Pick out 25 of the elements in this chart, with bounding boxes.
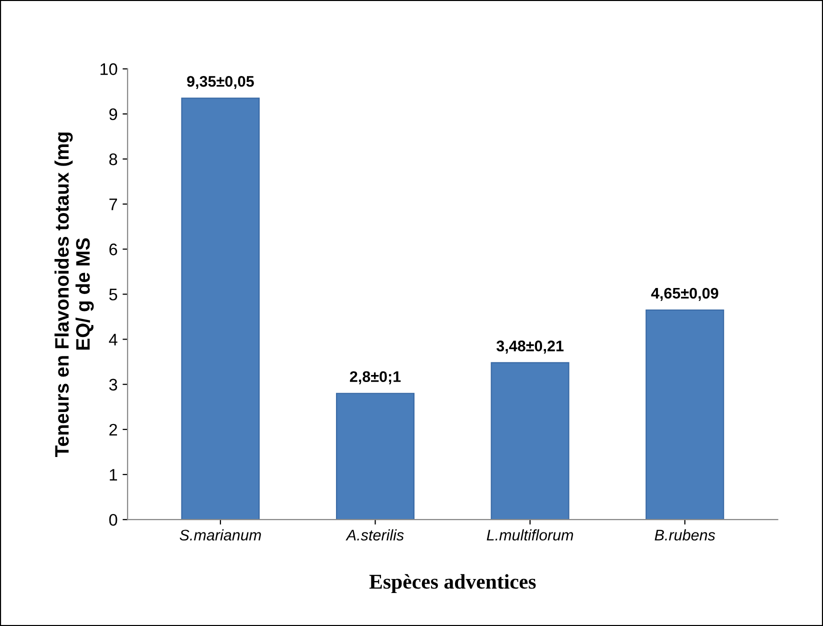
y-tick-label: 10 [100,63,118,76]
y-tick-label: 4 [108,334,118,346]
data-label: 9,35±0,05 [187,76,254,90]
y-tick-label: 0 [109,514,118,526]
y-tick-label: 2 [109,424,118,436]
data-label: 4,65±0,09 [651,288,718,301]
bar [181,98,260,520]
bar [490,362,570,520]
y-tick-label: 6 [109,244,118,256]
x-tick-label: A.sterilis [346,529,404,541]
data-label: 3,48±0,21 [496,340,564,354]
y-tick-label: 1 [110,469,118,481]
bar [336,392,415,520]
x-axis-title: Espèces adventices [369,574,536,594]
y-tick-label: 5 [109,288,118,300]
y-axis-title: Teneurs en Flavonoides totaux (mg EQ/ g de MS [54,132,94,457]
y-tick-label: 3 [109,378,118,391]
y-tick-label: 9 [109,108,118,120]
x-tick-label: S.marianum [180,529,261,541]
y-tick-label: 7 [109,198,118,210]
data-label: 2,8±0;1 [350,371,401,384]
y-tick-label: 8 [109,153,118,166]
x-tick-label: L.multiflorum [486,529,574,541]
x-tick-label: B.rubens [654,529,716,541]
bar [646,309,724,520]
